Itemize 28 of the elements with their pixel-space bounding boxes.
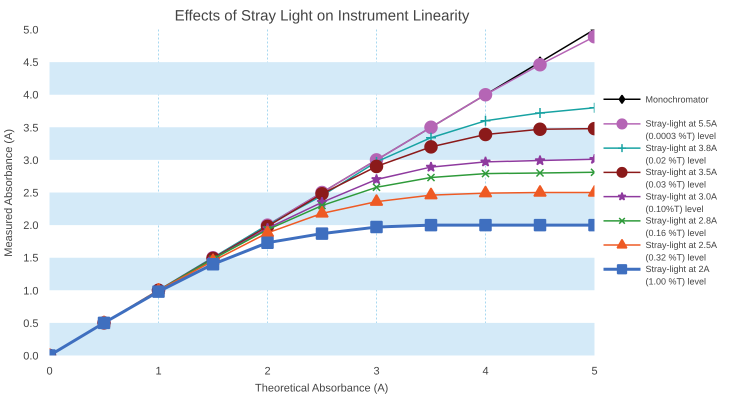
y-tick-label: 4.0 [23,90,39,102]
x-tick-label: 5 [591,366,598,378]
y-tick-label: 1.0 [23,285,39,298]
x-tick-label: 2 [264,366,271,378]
y-tick-label: 3.5 [23,122,39,134]
y-tick-label: 3.0 [23,154,39,167]
x-tick-label: 1 [155,366,162,378]
y-tick-label: 4.5 [23,57,39,70]
y-tick-label: 5.0 [23,24,39,36]
x-tick-label: 4 [482,366,489,378]
y-tick-label: 0.5 [23,318,39,330]
legend-label: Monochromator [646,94,709,104]
legend-label: Stray-light at 2.5A (0.32 %T) level [646,240,718,262]
legend-label: Stray-light at 3.8A (0.02 %T) level [646,142,718,166]
y-tick-label: 2.5 [23,188,39,200]
x-tick-label: 0 [46,366,53,378]
y-tick-label: 1.5 [23,252,39,265]
chart-title: Effects of Stray Light on Instrument Linearity [174,8,470,24]
y-tick-label: 0.0 [23,350,39,362]
x-axis-title: Theoretical Absorbance (A) [255,382,388,394]
legend-label: Stray-light at 5.5A (0.0003 %T) level [646,118,718,142]
legend-label: Stray-light at 3.5A (0.03 %T) level [646,167,718,190]
y-axis-title: Measured Absorbance (A) [3,128,16,257]
legend-label: Stray-light at 2A (1.00 %T) level [646,264,710,287]
x-tick-label: 3 [373,366,380,378]
legend-label: Stray-light at 3.0A (0.10%T) level [646,191,718,214]
legend-label: Stray-light at 2.8A (0.16 %T) level [646,216,718,238]
y-tick-label: 2.0 [23,220,39,232]
